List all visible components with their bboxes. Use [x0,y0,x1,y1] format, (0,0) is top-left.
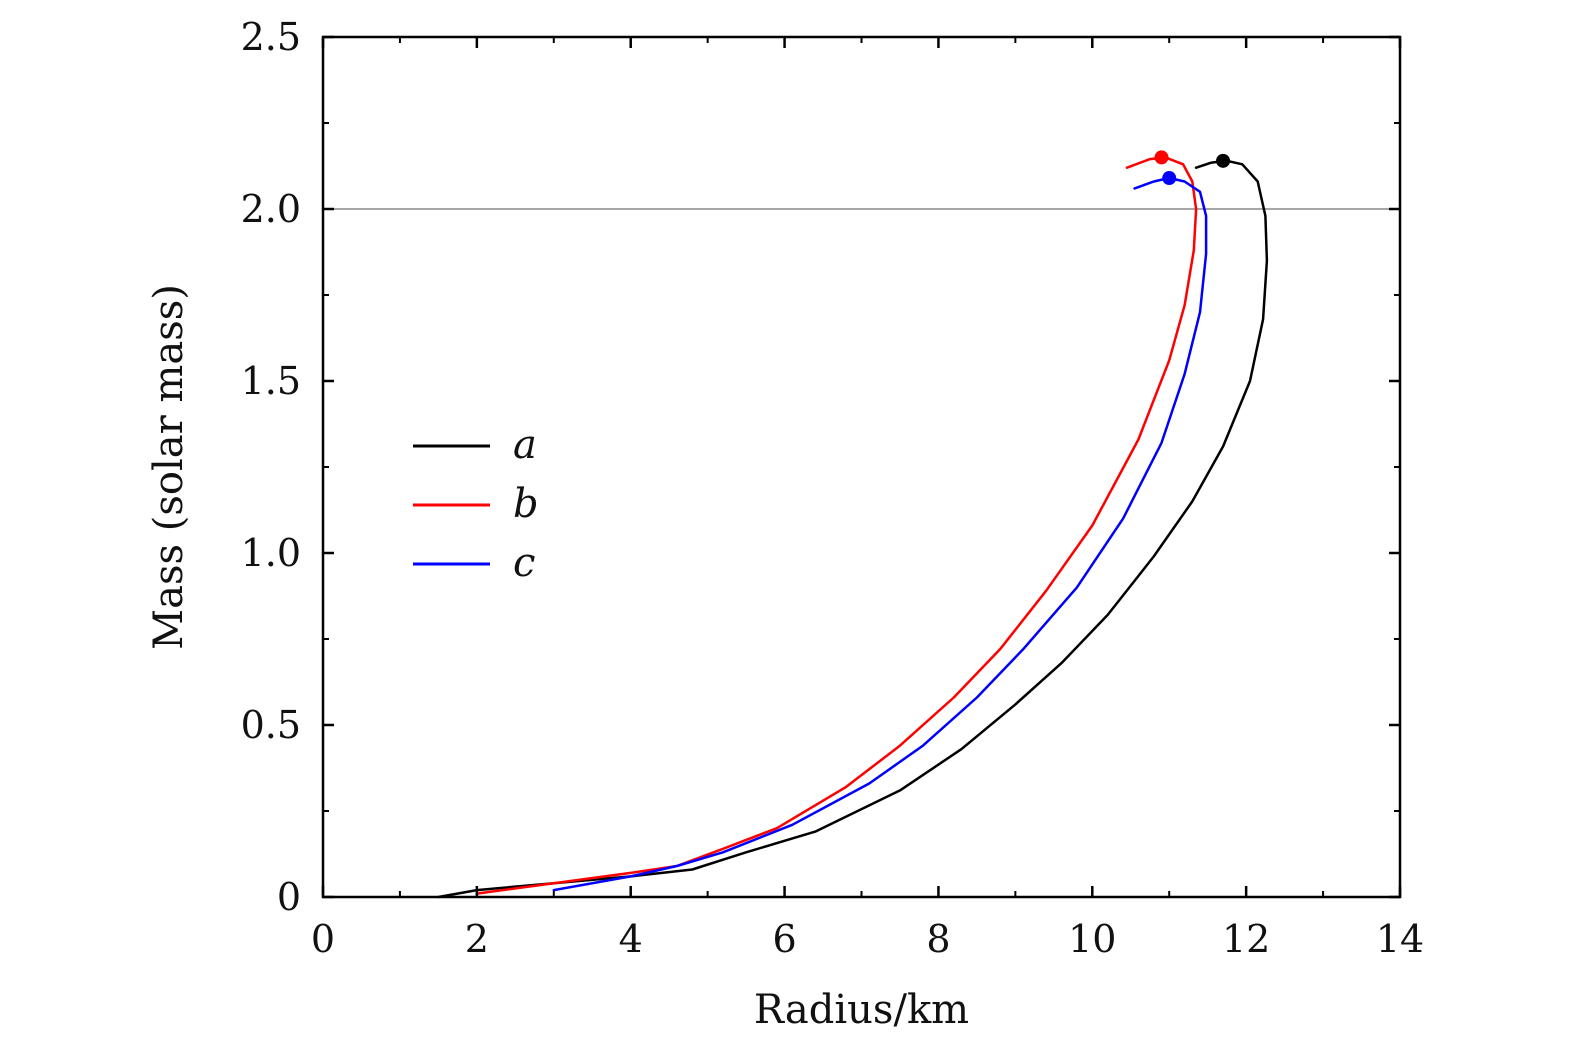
y-tick-label: 0.5 [241,703,301,747]
legend-label-c: c [513,540,535,586]
x-axis-title: Radius/km [754,987,969,1033]
x-tick-label: 2 [465,917,489,961]
series-line-a [437,159,1269,899]
y-tick-label: 1.5 [241,359,301,403]
y-tick-label: 2.0 [241,187,301,231]
legend-label-b: b [513,481,539,527]
x-tick-label: 12 [1222,917,1270,961]
max-mass-point-c [1162,171,1177,186]
y-tick-label: 1.0 [241,531,301,575]
x-tick-label: 10 [1068,917,1116,961]
plot-frame [321,35,1402,899]
series-line-b [475,156,1198,895]
x-tick-label: 0 [311,917,335,961]
y-axis-title: Mass (solar mass) [146,284,192,650]
legend-label-a: a [513,422,537,468]
max-mass-point-b [1154,150,1169,165]
x-tick-label: 4 [619,917,643,961]
ticks-layer: 0 2 4 6 8 10 12 14 0 0.5 1.0 1.5 2.0 2.5 [241,15,1425,961]
series-line-c [552,176,1208,892]
x-tick-label: 8 [926,917,950,961]
y-tick-label: 0 [277,875,301,919]
x-tick-label: 6 [772,917,796,961]
legend: abc [413,422,539,586]
max-mass-point-a [1216,153,1231,168]
axes-layer [321,35,1402,899]
series-layer [437,150,1269,899]
y-tick-label: 2.5 [241,15,301,59]
x-tick-label: 14 [1376,917,1424,961]
